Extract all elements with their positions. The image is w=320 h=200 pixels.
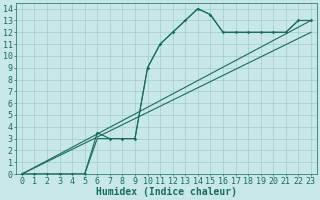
X-axis label: Humidex (Indice chaleur): Humidex (Indice chaleur) bbox=[96, 187, 237, 197]
